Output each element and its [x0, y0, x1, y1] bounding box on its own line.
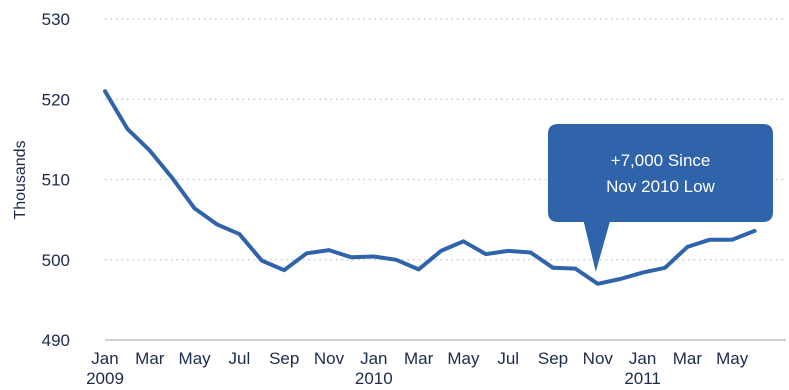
x-tick-label: Jan: [360, 349, 387, 368]
data-point: [685, 245, 689, 249]
y-tick-label: 510: [42, 171, 70, 190]
data-point: [618, 277, 622, 281]
y-axis-label: Thousands: [12, 140, 29, 219]
data-point: [349, 255, 353, 259]
x-tick-label: Jan: [629, 349, 656, 368]
x-tick-label: Mar: [673, 349, 703, 368]
data-point: [596, 282, 600, 286]
data-point: [573, 267, 577, 271]
x-tick-label: Nov: [314, 349, 345, 368]
data-point: [237, 232, 241, 236]
callout-bubble: [548, 124, 773, 272]
data-point: [193, 206, 197, 210]
data-point: [551, 266, 555, 270]
data-point: [148, 149, 152, 153]
data-point: [170, 176, 174, 180]
x-tick-label: Jan: [91, 349, 118, 368]
y-tick-label: 530: [42, 10, 70, 29]
x-tick-label: Jul: [497, 349, 519, 368]
data-point: [439, 249, 443, 253]
data-point: [327, 248, 331, 252]
callout-text-line2: Nov 2010 Low: [606, 177, 715, 196]
x-year-label: 2010: [355, 369, 393, 385]
x-tick-label: Mar: [404, 349, 434, 368]
data-point: [125, 127, 129, 131]
x-tick-label: May: [179, 349, 212, 368]
callout-text-line1: +7,000 Since: [611, 151, 711, 170]
data-point: [730, 238, 734, 242]
x-tick-label: Sep: [269, 349, 299, 368]
data-point: [461, 239, 465, 243]
data-point: [529, 251, 533, 255]
x-tick-label: Jul: [229, 349, 251, 368]
data-point: [372, 255, 376, 259]
data-point: [215, 222, 219, 226]
y-tick-label: 490: [42, 331, 70, 350]
x-tick-label: May: [716, 349, 749, 368]
data-point: [641, 271, 645, 275]
x-tick-label: Mar: [135, 349, 165, 368]
data-point: [305, 251, 309, 255]
data-point: [708, 238, 712, 242]
data-point: [753, 229, 757, 233]
data-point: [417, 267, 421, 271]
data-point: [484, 252, 488, 256]
data-point: [506, 249, 510, 253]
data-point: [394, 258, 398, 262]
data-point: [282, 268, 286, 272]
y-tick-label: 500: [42, 251, 70, 270]
data-point: [260, 259, 264, 263]
data-point: [663, 266, 667, 270]
x-axis-ticks: Jan Mar May Jul Sep Nov Jan Mar May Jul Sep Nov Jan M…: [91, 349, 748, 368]
x-year-label: 2011: [624, 369, 661, 385]
x-year-label: 2009: [86, 369, 124, 385]
x-tick-label: Sep: [538, 349, 568, 368]
y-tick-label: 520: [42, 90, 70, 109]
x-tick-label: May: [447, 349, 480, 368]
y-axis-ticks: 530 520 510 500 490: [42, 10, 70, 350]
x-tick-label: Nov: [583, 349, 614, 368]
series-line: [103, 89, 757, 286]
data-point: [103, 89, 107, 93]
annotation-callout: +7,000 Since Nov 2010 Low: [548, 124, 773, 272]
x-axis-years: 2009 2010 2011: [86, 369, 661, 388]
